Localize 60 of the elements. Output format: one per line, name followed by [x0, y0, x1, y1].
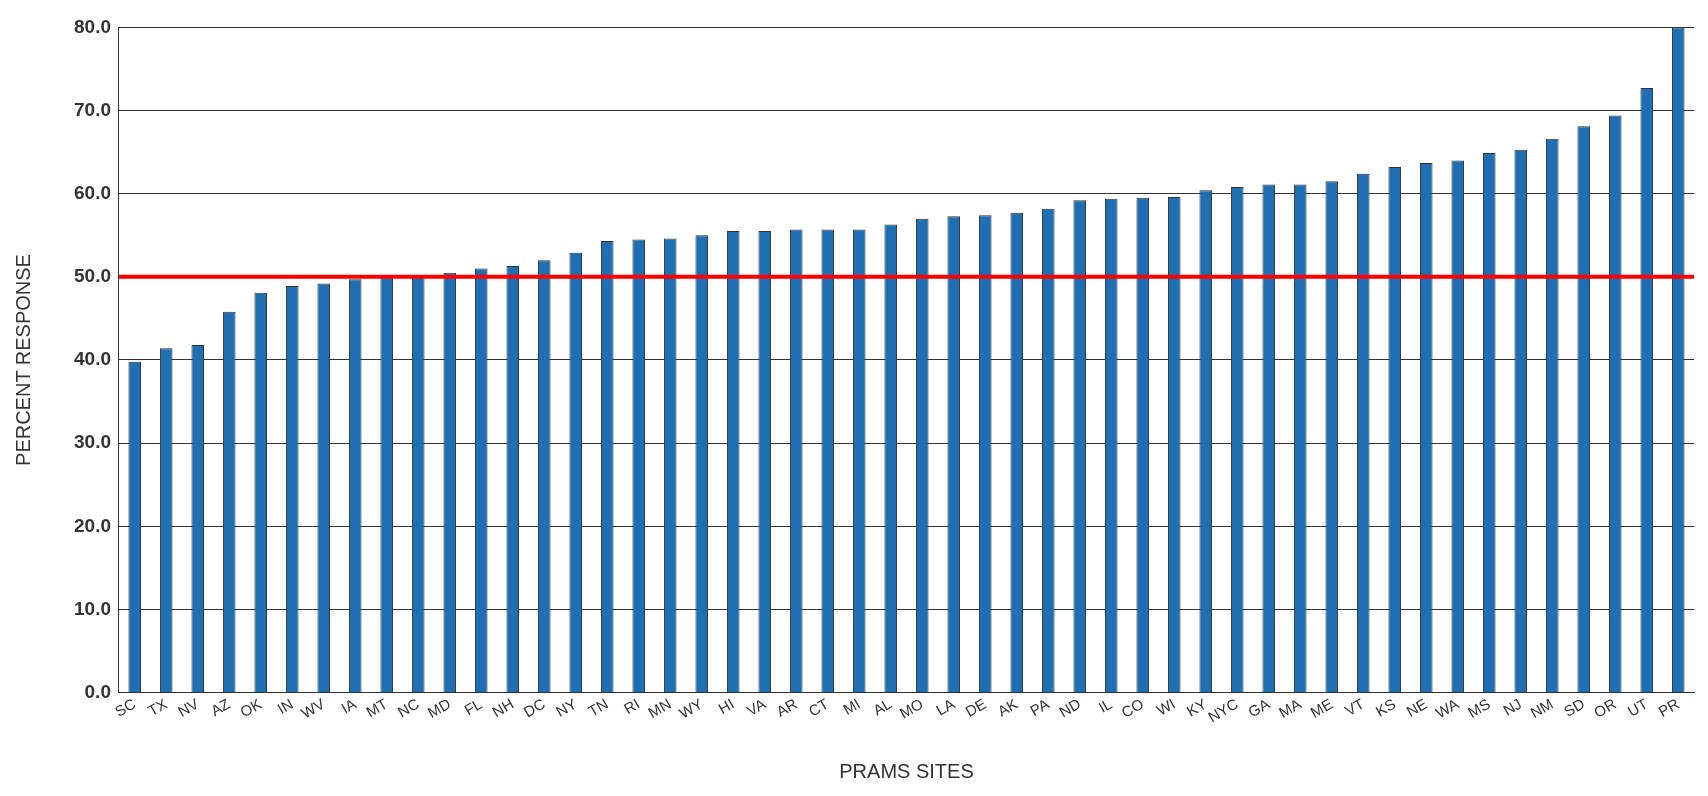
x-tick-label: AK	[994, 694, 1021, 720]
x-tick-label: VA	[743, 694, 769, 719]
y-tick-label: 20.0	[74, 514, 111, 536]
x-tick-label: PA	[1026, 694, 1052, 719]
x-tick-label: MI	[839, 694, 863, 718]
x-tick-label: NC	[394, 694, 422, 721]
x-tick-label: MS	[1464, 694, 1493, 721]
y-tick-label: 0.0	[84, 680, 111, 702]
x-tick-label: MA	[1275, 694, 1304, 721]
x-tick-label: GA	[1245, 694, 1273, 721]
x-tick-label: PR	[1655, 694, 1682, 720]
x-tick-label: NH	[489, 694, 517, 721]
y-tick-label: 50.0	[74, 265, 111, 287]
y-tick-label: 70.0	[74, 98, 111, 120]
x-tick-label: IL	[1095, 694, 1115, 716]
x-tick-label: MO	[896, 694, 926, 722]
y-tick-label: 80.0	[74, 15, 111, 37]
x-tick-label: OK	[237, 694, 265, 721]
x-tick-label: ME	[1307, 694, 1336, 721]
x-tick-label: NV	[174, 694, 202, 720]
x-tick-label: NE	[1403, 694, 1430, 720]
x-tick-label: NJ	[1499, 694, 1525, 719]
x-tick-label: WA	[1432, 694, 1462, 722]
y-axis-title: PERCENT RESPONSE	[11, 254, 34, 466]
x-tick-label: MD	[424, 694, 454, 722]
x-tick-label: TN	[585, 694, 611, 720]
x-tick-label: AL	[869, 694, 895, 719]
x-tick-label: MN	[645, 694, 674, 722]
x-tick-label: FL	[461, 694, 485, 719]
x-tick-label: KS	[1372, 694, 1399, 720]
y-tick-label: 40.0	[74, 348, 111, 370]
x-tick-label: DE	[962, 694, 989, 720]
x-tick-label: CT	[805, 694, 832, 720]
x-tick-label: CO	[1118, 694, 1147, 721]
x-tick-label: HI	[715, 694, 737, 718]
y-tick-label: 30.0	[74, 431, 111, 453]
x-tick-label: NM	[1527, 694, 1556, 722]
x-tick-label: IN	[274, 694, 296, 718]
x-tick-label: IA	[338, 694, 359, 717]
x-tick-label: UT	[1624, 694, 1651, 720]
x-tick-label: NYC	[1204, 694, 1241, 726]
x-tick-label: WV	[297, 694, 328, 722]
x-tick-label: WY	[675, 694, 706, 722]
x-tick-label: VT	[1341, 694, 1367, 720]
x-axis-title: PRAMS SITES	[839, 759, 974, 782]
x-tick-label: SC	[111, 694, 139, 720]
x-tick-label: RI	[620, 694, 643, 718]
x-tick-label: NY	[552, 694, 580, 720]
x-tick-label: ND	[1056, 694, 1084, 721]
x-tick-label: MT	[363, 694, 391, 721]
x-tick-label: SD	[1560, 694, 1588, 720]
x-tick-label: OR	[1590, 694, 1619, 721]
x-tick-label: AR	[773, 694, 800, 720]
y-tick-label: 10.0	[74, 597, 111, 619]
x-tick-label: AZ	[207, 694, 233, 720]
x-tick-label: DC	[520, 694, 548, 721]
y-tick-label: 60.0	[74, 181, 111, 203]
x-tick-label: TX	[144, 694, 170, 720]
x-tick-label: LA	[932, 694, 958, 719]
x-tick-label: WI	[1153, 694, 1178, 719]
